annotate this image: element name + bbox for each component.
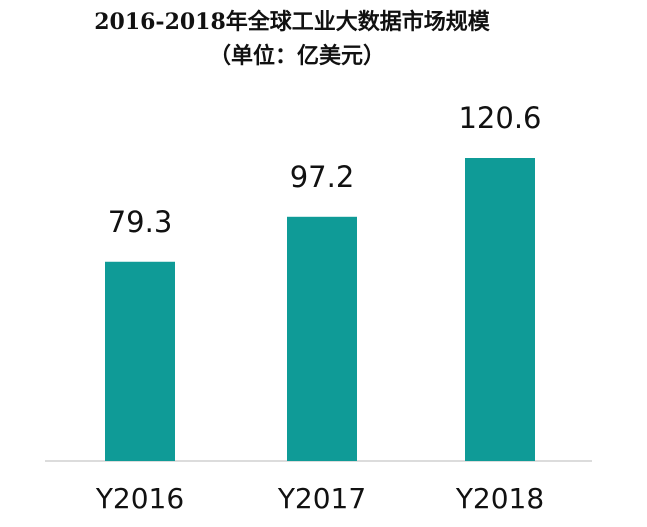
x-tick-label: Y2018: [455, 482, 544, 515]
chart-subtitle: （单位：亿美元）: [209, 43, 385, 69]
bar: [465, 158, 535, 461]
data-label: 120.6: [458, 101, 541, 135]
bar: [287, 216, 357, 461]
data-label: 79.3: [108, 205, 173, 239]
x-tick-label: Y2016: [95, 482, 184, 515]
x-tick-label: Y2017: [277, 482, 366, 515]
chart-title: 2016-2018年全球工业大数据市场规模: [94, 9, 491, 35]
data-label: 97.2: [290, 160, 355, 194]
bar: [105, 261, 175, 461]
